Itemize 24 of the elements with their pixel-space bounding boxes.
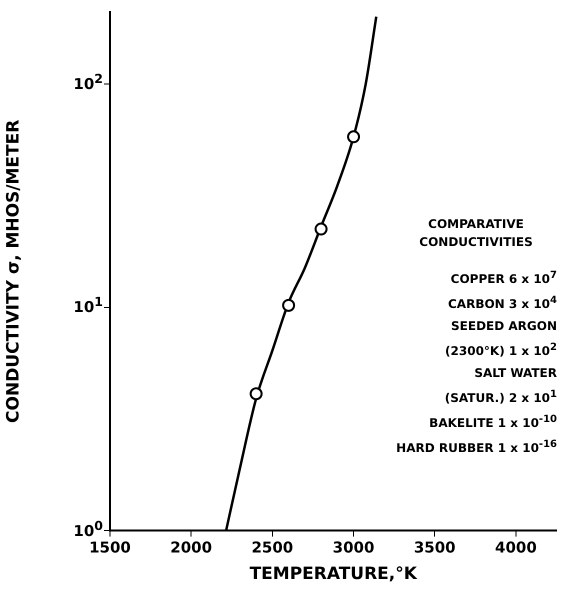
- annotation: SEEDED ARGON: [450, 318, 557, 335]
- annotation: COPPER 6 x 10$^{7}$: [450, 269, 557, 288]
- y-tick-label: 10$^{0}$: [73, 516, 103, 540]
- x-tick-label: 1500: [89, 538, 131, 556]
- point: [282, 298, 296, 312]
- point: [250, 387, 263, 400]
- x-tick-label: 3500: [414, 538, 456, 556]
- y-tick-label: 10$^{1}$: [73, 293, 103, 316]
- y-axis-title: CONDUCTIVITY σ, MHOS/METER: [4, 120, 24, 423]
- annotation: (2300°K) 1 x 10$^{2}$: [444, 341, 557, 360]
- x-tick-label: 2500: [251, 538, 294, 556]
- annotation: CARBON 3 x 10$^{4}$: [446, 294, 557, 313]
- x-tick-label: 4000: [495, 538, 537, 556]
- x-tick-label: 3000: [332, 538, 374, 556]
- y-tick-label: 10$^{2}$: [73, 70, 103, 93]
- point: [314, 222, 328, 236]
- x-axis-title: TEMPERATURE,°K: [250, 564, 418, 584]
- annotation: HARD RUBBER 1 x 10$^{-16}$: [395, 438, 557, 457]
- x-tick-label: 2000: [170, 538, 212, 556]
- annotation: SALT WATER: [473, 365, 557, 382]
- annotation: COMPARATIVE CONDUCTIVITIES: [418, 216, 534, 251]
- point: [347, 130, 360, 144]
- annotation: (SATUR.) 2 x 10$^{1}$: [444, 388, 557, 407]
- annotation: BAKELITE 1 x 10$^{-10}$: [428, 413, 557, 432]
